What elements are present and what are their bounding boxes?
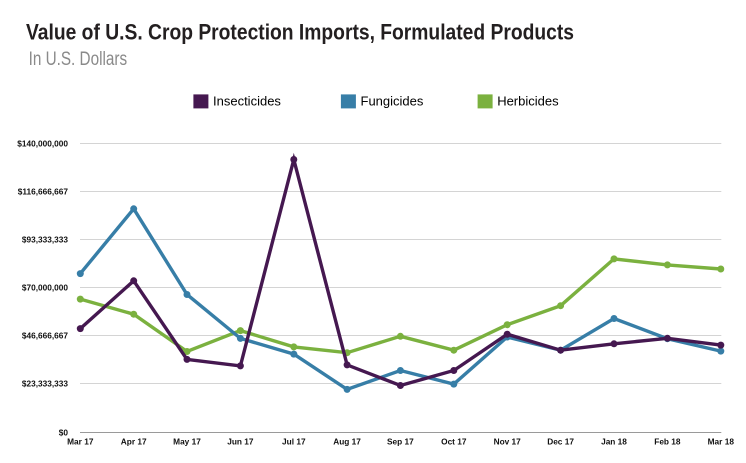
svg-text:In U.S. Dollars: In U.S. Dollars <box>29 49 128 70</box>
svg-text:Sep 17: Sep 17 <box>387 437 414 447</box>
svg-text:May 17: May 17 <box>173 437 201 447</box>
svg-text:Jul 17: Jul 17 <box>282 437 306 447</box>
svg-text:Oct 17: Oct 17 <box>441 437 467 447</box>
svg-text:$140,000,000: $140,000,000 <box>17 139 68 149</box>
svg-text:Aug 17: Aug 17 <box>333 437 361 447</box>
svg-text:Mar 17: Mar 17 <box>67 437 94 447</box>
svg-text:$70,000,000: $70,000,000 <box>22 283 69 293</box>
svg-text:$93,333,333: $93,333,333 <box>22 235 69 245</box>
svg-text:Mar 18: Mar 18 <box>708 437 735 447</box>
svg-text:Jun 17: Jun 17 <box>227 437 254 447</box>
svg-text:Dec 17: Dec 17 <box>547 437 574 447</box>
svg-text:Insecticides: Insecticides <box>213 94 281 109</box>
svg-text:$116,666,667: $116,666,667 <box>18 187 69 197</box>
svg-text:$0: $0 <box>59 428 69 438</box>
svg-text:Fungicides: Fungicides <box>361 94 424 109</box>
svg-text:Feb 18: Feb 18 <box>654 437 681 447</box>
svg-text:Jan 18: Jan 18 <box>601 437 627 447</box>
svg-text:$46,666,667: $46,666,667 <box>22 331 69 341</box>
svg-text:Herbicides: Herbicides <box>497 94 559 109</box>
svg-text:$23,333,333: $23,333,333 <box>22 379 69 389</box>
svg-text:Apr 17: Apr 17 <box>121 437 147 447</box>
svg-text:Value of U.S. Crop Protection: Value of U.S. Crop Protection Imports, F… <box>26 20 574 45</box>
svg-text:Nov 17: Nov 17 <box>494 437 522 447</box>
